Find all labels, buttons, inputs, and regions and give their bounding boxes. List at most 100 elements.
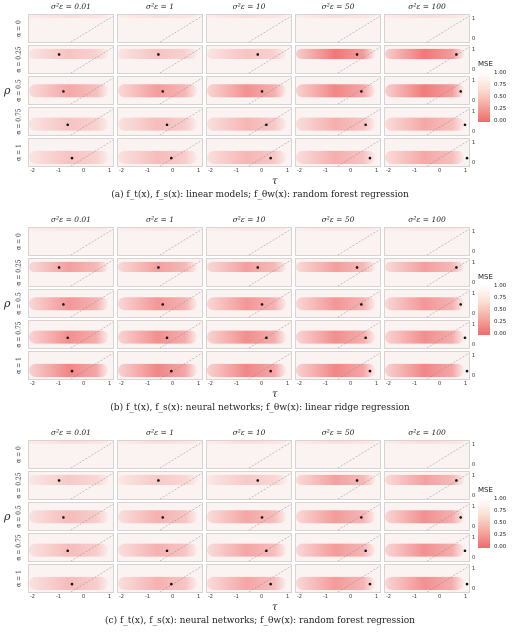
optimum-point [165, 123, 169, 127]
heatmap-svg [385, 228, 469, 255]
heatmap-cell [206, 107, 292, 136]
heatmap-cell [295, 258, 381, 287]
heatmap-cell [295, 14, 381, 43]
heatmap-svg [29, 228, 113, 255]
mse-band [296, 576, 376, 590]
diagonal-line [337, 441, 380, 468]
heatmap-cell [117, 14, 203, 43]
diagonal-line [426, 139, 469, 166]
diagonal-line [159, 441, 202, 468]
heatmap-cell [384, 351, 470, 380]
heatmap-cell [28, 351, 114, 380]
diagonal-line [248, 565, 291, 592]
diagonal-line [159, 565, 202, 592]
column-header: σ²ε = 1 [146, 215, 174, 224]
mse-band [207, 48, 287, 60]
diagonal-line [248, 352, 291, 379]
optimum-point [360, 516, 363, 519]
mse-band [118, 150, 198, 164]
x-tick-label: 0 [349, 168, 353, 174]
optimum-point [70, 156, 74, 160]
heatmap-svg [29, 290, 113, 317]
legend-tick: 0.00 [494, 118, 507, 124]
legend-tick: 0.00 [494, 331, 507, 337]
heatmap-cell [28, 76, 114, 105]
heatmap-svg [207, 139, 291, 166]
diagonal-line [70, 441, 113, 468]
heatmap-cell [295, 351, 381, 380]
x-axis-label: τ [272, 602, 278, 613]
heatmap-svg [385, 290, 469, 317]
heatmap-cell [384, 107, 470, 136]
optimum-point [265, 123, 268, 127]
heatmap-cell [206, 533, 292, 562]
diagonal-line [426, 77, 469, 104]
x-tick-label: -2 [386, 594, 391, 600]
panel-caption: (a) f_t(x), f_s(x): linear models; f_θw(… [111, 190, 409, 200]
diagonal-line [248, 108, 291, 135]
diagonal-line [426, 503, 469, 530]
mse-band [385, 261, 465, 273]
mse-band [296, 84, 376, 98]
mse-band [385, 15, 465, 18]
heatmap-svg [296, 290, 380, 317]
heatmap-svg [296, 352, 380, 379]
mse-band [118, 330, 198, 344]
heatmap-cell [384, 564, 470, 593]
row-label: α = 0.75 [15, 321, 23, 348]
optimum-point [260, 516, 264, 519]
diagonal-line [248, 15, 291, 42]
optimum-point [364, 549, 367, 553]
heatmap-svg [296, 46, 380, 73]
diagonal-line [159, 472, 202, 499]
heatmap-svg [296, 565, 380, 592]
x-tick-label: -1 [145, 594, 150, 600]
optimum-point [360, 90, 363, 93]
y-axis-label: ρ [4, 510, 11, 523]
mse-band [207, 117, 287, 131]
mse-band [207, 84, 287, 98]
y-tick-label: 1 [472, 140, 476, 146]
heatmap-svg [118, 139, 202, 166]
mse-band [296, 363, 376, 377]
mse-band [29, 150, 109, 164]
legend-tick: 0.00 [494, 544, 507, 550]
legend-title: MSE [478, 60, 493, 68]
row-label: α = 1 [15, 570, 23, 587]
heatmap-svg [29, 321, 113, 348]
heatmap-svg [385, 139, 469, 166]
heatmap-svg [118, 259, 202, 286]
heatmap-svg [385, 15, 469, 42]
x-tick-label: -1 [145, 168, 150, 174]
column-header: σ²ε = 10 [232, 2, 266, 11]
diagonal-line [159, 15, 202, 42]
mse-band [29, 261, 109, 273]
heatmap-svg [296, 259, 380, 286]
x-tick-label: -2 [208, 168, 213, 174]
optimum-point [256, 53, 260, 56]
x-tick-label: -2 [119, 168, 124, 174]
optimum-point [463, 336, 467, 340]
x-tick-label: -1 [412, 594, 417, 600]
y-tick-label: 1 [472, 353, 476, 359]
mse-legend: MSE 1.00 0.75 0.50 0.25 0.00 [478, 273, 520, 343]
x-tick-label: 0 [438, 594, 442, 600]
heatmap-cell [384, 320, 470, 349]
y-tick-label: 1 [472, 16, 476, 22]
x-tick-label: -2 [297, 168, 302, 174]
optimum-point [269, 582, 272, 586]
heatmap-cell [28, 440, 114, 469]
y-tick-label: 0 [472, 98, 476, 104]
y-tick-label: 1 [472, 322, 476, 328]
x-tick-label: 0 [171, 168, 175, 174]
y-tick-label: 0 [472, 160, 476, 166]
heatmap-cell [206, 138, 292, 167]
diagonal-line [248, 321, 291, 348]
heatmap-cell [28, 107, 114, 136]
heatmap-svg [385, 321, 469, 348]
diagonal-line [159, 108, 202, 135]
optimum-point [57, 53, 61, 56]
optimum-point [256, 479, 260, 482]
diagonal-line [159, 321, 202, 348]
heatmap-svg [296, 534, 380, 561]
